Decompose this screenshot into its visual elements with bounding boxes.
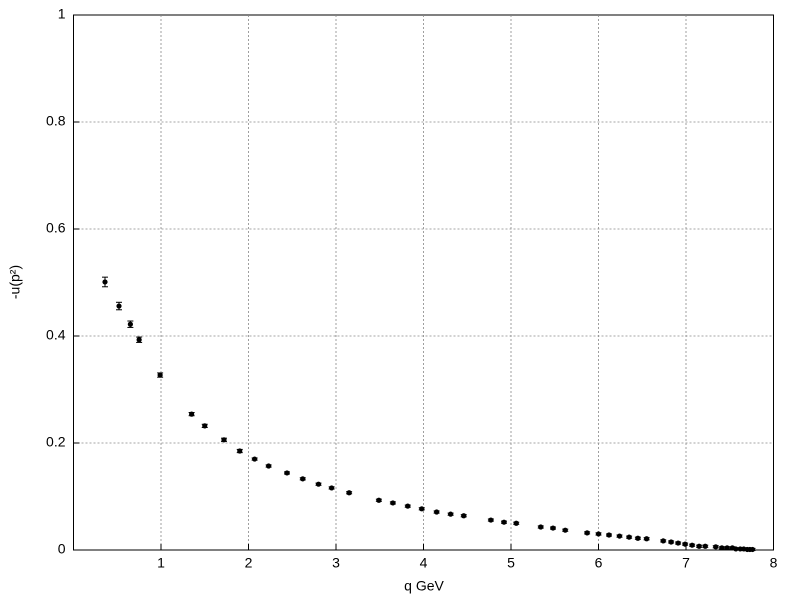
point [724, 545, 730, 551]
y-tick-label: 0.8 [46, 113, 66, 129]
point [550, 525, 556, 531]
point [696, 543, 702, 549]
point [202, 423, 208, 429]
point [626, 534, 632, 540]
point [713, 544, 719, 550]
point [635, 535, 641, 541]
point [616, 533, 623, 539]
point [405, 503, 411, 509]
point [300, 476, 306, 482]
y-tick-label: 0.2 [46, 434, 66, 450]
x-tick-label: 2 [245, 555, 253, 571]
point [749, 546, 756, 553]
point [266, 463, 272, 469]
point [562, 527, 568, 533]
point [606, 532, 612, 538]
point [116, 303, 122, 309]
x-tick-label: 1 [157, 555, 165, 571]
point [221, 437, 227, 443]
point [675, 540, 681, 546]
y-axis-label: -u(p²) [7, 265, 23, 299]
point [390, 500, 396, 506]
point [127, 321, 133, 327]
point [346, 490, 352, 496]
point [157, 372, 163, 378]
point [488, 517, 494, 523]
point [584, 530, 590, 536]
y-tick-label: 1 [58, 6, 66, 22]
point [434, 509, 440, 515]
y-tick-label: 0.4 [46, 327, 66, 343]
point [252, 456, 258, 462]
x-tick-label: 6 [595, 555, 603, 571]
point [719, 545, 725, 551]
point [102, 279, 108, 285]
point [461, 513, 467, 519]
point [644, 536, 650, 542]
point [702, 543, 708, 549]
point [501, 519, 507, 525]
y-tick-label: 0 [58, 541, 66, 557]
x-tick-label: 3 [332, 555, 340, 571]
point [513, 520, 519, 526]
x-axis-label: q GeV [404, 578, 444, 594]
point [660, 538, 666, 544]
point [315, 481, 322, 487]
point [448, 511, 454, 517]
y-tick-label: 0.6 [46, 220, 66, 236]
point [668, 539, 674, 545]
point [682, 541, 688, 547]
point [189, 411, 195, 417]
point [689, 542, 695, 548]
point [538, 524, 544, 530]
x-tick-label: 5 [507, 555, 515, 571]
x-tick-label: 7 [682, 555, 690, 571]
x-tick-label: 4 [420, 555, 428, 571]
point [136, 337, 142, 343]
point [237, 448, 243, 454]
point [329, 485, 335, 491]
point [376, 497, 382, 503]
point [595, 531, 602, 537]
point [733, 546, 739, 552]
point [419, 506, 425, 512]
x-tick-label: 8 [770, 555, 778, 571]
point [284, 470, 290, 476]
